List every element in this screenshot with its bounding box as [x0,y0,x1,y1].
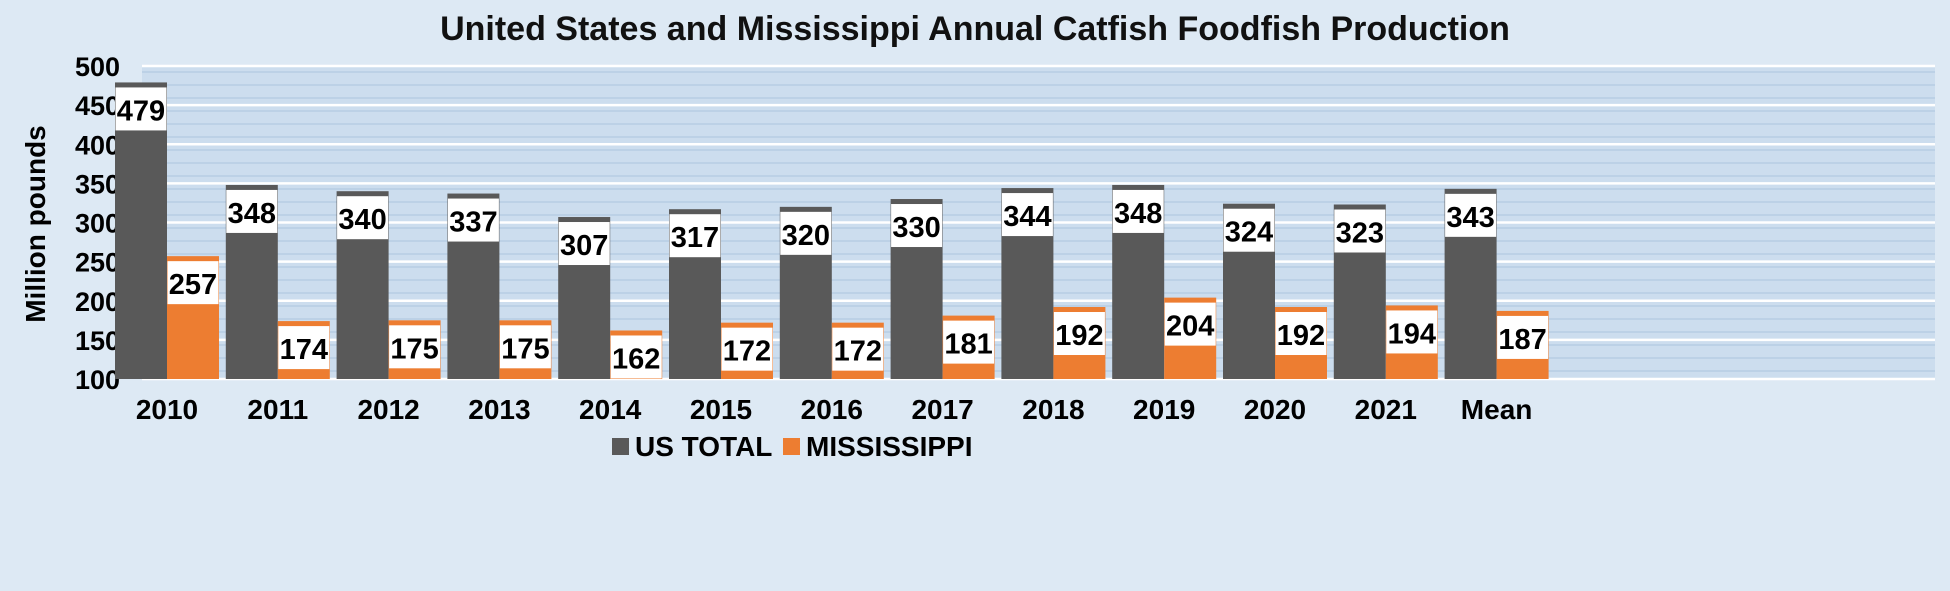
us-total-bar [115,82,167,380]
legend-swatch-mississippi [783,438,800,455]
data-label-box [832,327,884,371]
data-label: 192 [1277,320,1325,352]
data-label-box [115,87,167,131]
x-tick-label: 2010 [136,394,198,425]
data-label: 175 [501,333,549,365]
data-label-box [1001,193,1053,237]
data-label: 324 [1225,217,1273,249]
data-label-box [389,325,441,369]
y-tick-label: 150 [75,326,120,356]
data-label: 307 [560,230,608,262]
data-label: 204 [1166,311,1214,343]
data-label-box [1053,312,1105,356]
data-label-box [780,211,832,255]
data-label-box [1112,189,1164,233]
data-label-box [278,326,330,370]
data-label: 343 [1446,202,1494,234]
y-axis-label: Million pounds [20,125,51,323]
plot-area: 100 150 200 250 300 350 400 450 500 479 257 2010 348… [75,52,1935,425]
data-label-box [499,325,551,369]
data-label: 337 [449,207,497,239]
data-label: 175 [390,333,438,365]
x-tick-label: 2018 [1022,394,1084,425]
legend: US TOTAL MISSISSIPPI [612,431,973,462]
chart-title: United States and Mississippi Annual Cat… [440,10,1510,48]
data-label: 194 [1388,318,1436,350]
data-label-box [1275,312,1327,356]
legend-label: US TOTAL [635,431,772,462]
y-tick-label: 350 [75,169,120,199]
data-label: 187 [1498,324,1546,356]
data-label-box [337,196,389,240]
data-label-box [226,189,278,233]
data-label-box [891,204,943,248]
y-tick-label: 250 [75,248,120,278]
data-label-box [447,198,499,242]
x-tick-label: 2012 [357,394,419,425]
data-label: 257 [169,269,217,301]
data-label: 348 [228,198,276,230]
data-label: 479 [117,95,165,127]
data-label-box [1223,208,1275,252]
data-label: 317 [671,222,719,254]
data-label: 162 [612,343,660,375]
data-label: 330 [892,212,940,244]
data-label-box [167,261,219,305]
x-tick-label: 2013 [468,394,530,425]
data-label: 174 [280,334,328,366]
x-tick-label: 2014 [579,394,642,425]
data-label-box [669,214,721,258]
y-tick-label: 300 [75,209,120,239]
y-tick-label: 450 [75,91,120,121]
data-label-box [558,222,610,266]
y-tick-label: 400 [75,130,120,160]
data-label-box [1334,209,1386,253]
data-label-box [1164,302,1216,346]
data-label-box [610,335,662,379]
x-tick-label: 2011 [247,394,308,425]
legend-swatch-us-total [612,438,629,455]
data-label: 172 [723,336,771,368]
data-label: 348 [1114,198,1162,230]
data-label: 340 [338,204,386,236]
data-label: 192 [1055,320,1103,352]
data-label-box [1497,315,1549,359]
data-label-box [943,320,995,364]
x-tick-label: 2019 [1133,394,1195,425]
y-tick-label: 500 [75,52,120,82]
x-tick-label: 2015 [690,394,752,425]
y-tick-label: 100 [75,365,120,395]
data-label: 320 [782,220,830,252]
x-tick-label: 2016 [801,394,863,425]
x-tick-label: 2017 [911,394,973,425]
x-tick-label: 2020 [1244,394,1306,425]
data-label-box [721,327,773,371]
data-label: 172 [834,336,882,368]
data-label-box [1386,310,1438,354]
x-tick-label: Mean [1461,394,1533,425]
data-label-box [1445,193,1497,237]
data-label: 181 [944,329,992,361]
x-tick-label: 2021 [1355,394,1417,425]
data-label: 344 [1003,201,1051,233]
data-label: 323 [1336,218,1384,250]
y-tick-label: 200 [75,287,120,317]
legend-label: MISSISSIPPI [806,431,973,462]
